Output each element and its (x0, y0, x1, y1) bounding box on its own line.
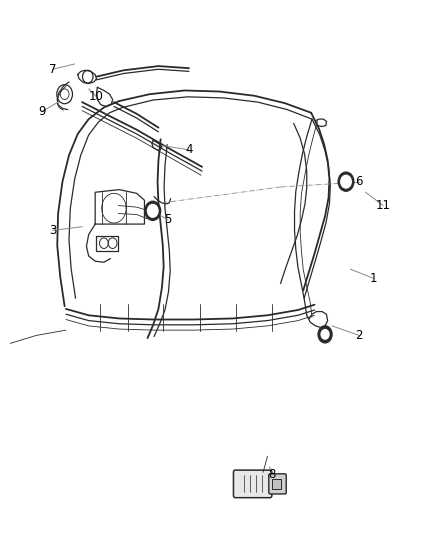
Text: 3: 3 (49, 224, 57, 237)
Circle shape (337, 172, 353, 191)
Bar (271, 479, 280, 489)
Circle shape (340, 175, 350, 188)
Text: 4: 4 (185, 143, 192, 156)
Text: 6: 6 (354, 175, 362, 188)
Circle shape (321, 329, 328, 339)
Text: 1: 1 (368, 272, 376, 285)
Circle shape (147, 205, 158, 217)
FancyBboxPatch shape (268, 474, 286, 494)
Text: 7: 7 (49, 63, 57, 76)
Text: 11: 11 (375, 199, 390, 212)
Text: 2: 2 (354, 329, 362, 342)
Text: 8: 8 (268, 468, 275, 481)
Text: 9: 9 (38, 105, 45, 118)
Circle shape (318, 326, 331, 343)
Text: 5: 5 (164, 213, 171, 227)
Circle shape (145, 201, 160, 220)
Text: 10: 10 (89, 90, 104, 103)
FancyBboxPatch shape (233, 470, 271, 498)
